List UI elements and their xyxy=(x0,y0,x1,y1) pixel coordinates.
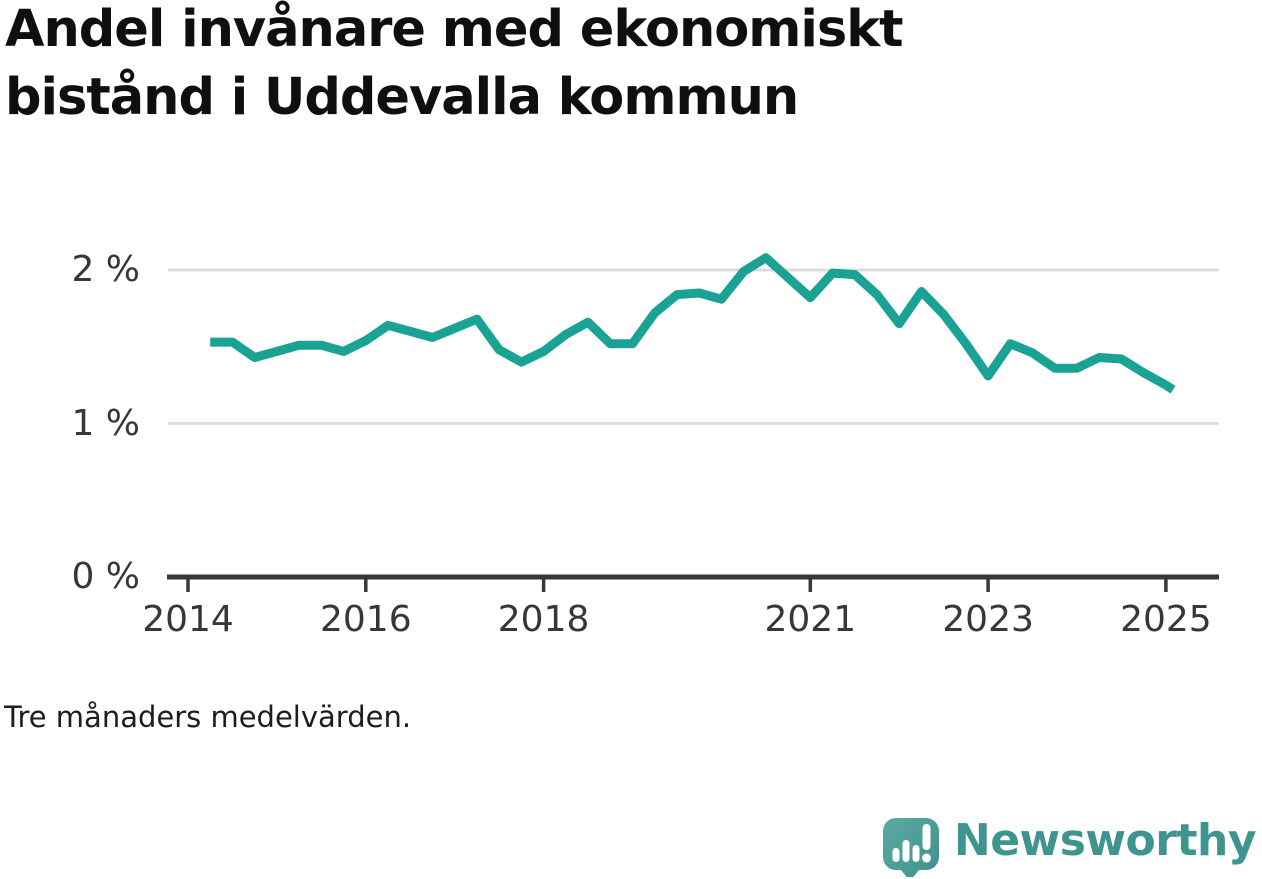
logo-exclamation-dot xyxy=(921,853,931,863)
brand-footer: Newsworthy xyxy=(882,803,1257,877)
footnote: Tre månaders medelvärden. xyxy=(4,700,412,734)
newsworthy-logo-icon xyxy=(882,818,939,877)
data-line-series xyxy=(210,253,1176,394)
x-axis-label-2018: 2018 xyxy=(497,599,590,640)
logo-bar-3 xyxy=(912,845,920,862)
x-axis-label-2023: 2023 xyxy=(942,599,1034,640)
logo-exclamation-bar xyxy=(922,824,931,850)
x-axis-label-2016: 2016 xyxy=(319,599,412,640)
x-axis-label-2014: 2014 xyxy=(142,599,234,640)
page-title: Andel invånare med ekonomiskt bistånd i … xyxy=(5,0,904,127)
x-axis-label-2025: 2025 xyxy=(1120,599,1212,640)
speech-bubble-shape xyxy=(882,818,939,877)
y-axis-label-0: 0 % xyxy=(71,556,140,597)
y-axis-label-2: 2 % xyxy=(71,249,140,290)
brand-name: Newsworthy xyxy=(953,814,1257,866)
y-axis-label-1: 1 % xyxy=(71,402,140,444)
logo-bar-2 xyxy=(902,840,910,862)
logo-bar-1 xyxy=(892,848,900,862)
x-axis-label-2021: 2021 xyxy=(764,599,857,640)
